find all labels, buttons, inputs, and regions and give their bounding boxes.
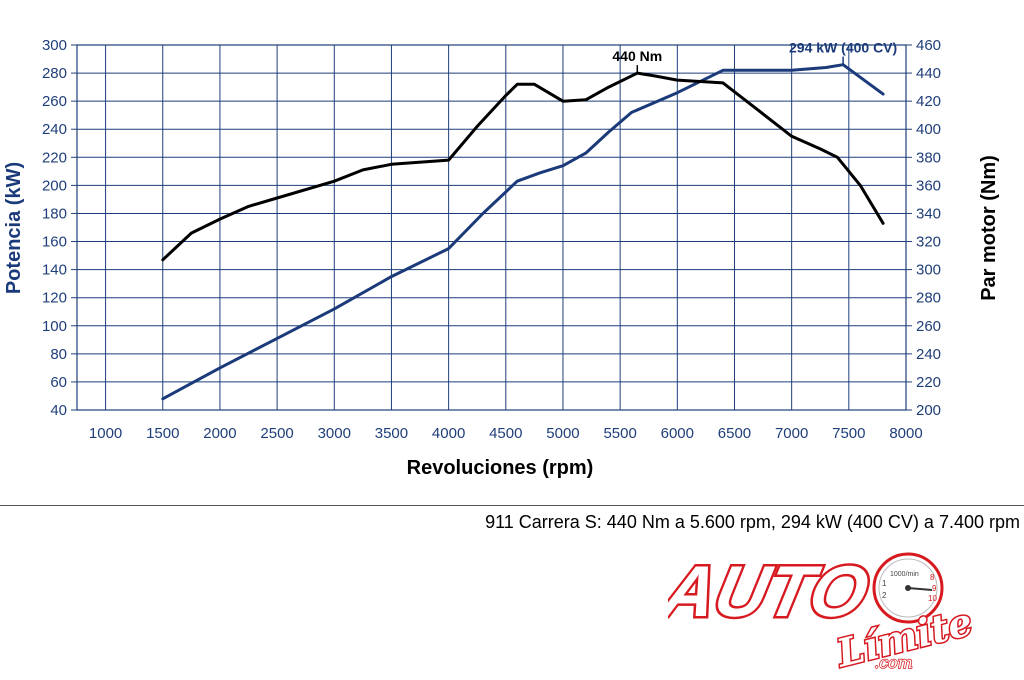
y-left-tick-label: 280 [42,65,67,82]
y-right-tick-label: 340 [916,205,941,222]
y-left-tick-label: 80 [50,346,67,363]
y-right-tick-label: 200 [916,402,941,419]
chart-lines [161,63,885,401]
y-left-tick-label: 140 [42,262,67,279]
y-left-axis-ticks: 40 60 80 100 120 140 160 180 200 220 240 260 280 300 [42,37,67,419]
y-left-axis-title: Potencia (kW) [3,162,25,294]
y-left-tick-label: 160 [42,234,67,251]
torque-series-line [161,71,885,262]
y-right-tick-label: 440 [916,65,941,82]
annotation-label: 440 Nm [612,48,662,64]
x-tick-label: 5500 [603,425,636,442]
x-tick-label: 2500 [260,425,293,442]
annotation-label: 294 kW (400 CV) [789,40,897,56]
x-tick-label: 4000 [432,425,465,442]
y-left-tick-label: 220 [42,149,67,166]
svg-text:10: 10 [928,594,937,603]
x-tick-label: 3500 [375,425,408,442]
x-tick-label: 1500 [146,425,179,442]
x-tick-label: 8000 [889,425,922,442]
y-right-tick-label: 360 [916,177,941,194]
x-tick-label: 2000 [203,425,236,442]
y-right-tick-label: 380 [916,149,941,166]
x-axis-ticks: 1000 1500 2000 2500 3000 3500 4000 4500 5000 5500… [89,425,923,442]
autolimite-logo: AUTO 1000/min 1 2 8 9 10 Límite .com [668,549,978,674]
power-series-line [161,63,885,401]
x-tick-label: 3000 [318,425,351,442]
chart: 1000 1500 2000 2500 3000 3500 4000 4500 5000 5500… [3,37,1000,479]
y-right-tick-label: 220 [916,374,941,391]
y-left-tick-label: 240 [42,121,67,138]
svg-text:8: 8 [930,573,935,582]
x-tick-label: 7000 [775,425,808,442]
y-left-tick-label: 120 [42,290,67,307]
x-tick-label: 6000 [661,425,694,442]
y-left-tick-label: 180 [42,205,67,222]
y-right-axis-title: Par motor (Nm) [978,155,1000,301]
chart-grid [71,44,912,411]
y-right-axis-ticks: 200 220 240 260 280 300 320 340 360 380 400 420 440 4… [916,37,941,419]
svg-text:1000/min: 1000/min [890,571,919,578]
chart-caption: 911 Carrera S: 440 Nm a 5.600 rpm, 294 k… [485,512,1020,532]
y-left-tick-label: 40 [50,402,67,419]
x-tick-label: 6500 [718,425,751,442]
svg-text:1: 1 [882,579,887,588]
y-left-tick-label: 100 [42,318,67,335]
divider [0,505,1024,506]
logo-suffix-text: .com [874,653,913,672]
y-left-tick-label: 60 [50,374,67,391]
y-left-tick-label: 260 [42,93,67,110]
x-tick-label: 1000 [89,425,122,442]
y-right-tick-label: 400 [916,121,941,138]
y-right-tick-label: 460 [916,37,941,54]
logo-main-text: AUTO [668,552,875,632]
x-axis-title: Revoluciones (rpm) [407,457,594,479]
chart-annotations: 440 Nm 294 kW (400 CV) [612,40,897,74]
y-left-tick-label: 200 [42,177,67,194]
y-right-tick-label: 420 [916,93,941,110]
y-right-tick-label: 280 [916,290,941,307]
x-tick-label: 5000 [546,425,579,442]
svg-text:2: 2 [882,591,887,600]
y-right-tick-label: 260 [916,318,941,335]
svg-text:9: 9 [932,584,937,593]
y-right-tick-label: 320 [916,234,941,251]
x-tick-label: 4500 [489,425,522,442]
x-tick-label: 7500 [832,425,865,442]
tachometer-icon: 1000/min 1 2 8 9 10 [872,552,944,624]
y-right-tick-label: 300 [916,262,941,279]
y-left-tick-label: 300 [42,37,67,54]
y-right-tick-label: 240 [916,346,941,363]
